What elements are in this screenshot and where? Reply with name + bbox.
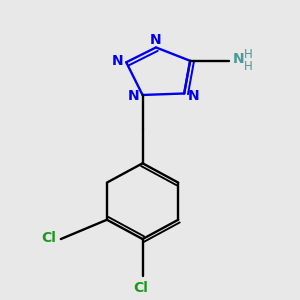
Text: N: N: [187, 89, 199, 103]
Text: N: N: [128, 89, 140, 103]
Text: N: N: [112, 54, 123, 68]
Text: Cl: Cl: [41, 231, 56, 245]
Text: H: H: [244, 48, 253, 61]
Text: H: H: [244, 60, 253, 73]
Text: N: N: [233, 52, 245, 66]
Text: Cl: Cl: [134, 280, 148, 295]
Text: N: N: [150, 33, 162, 47]
